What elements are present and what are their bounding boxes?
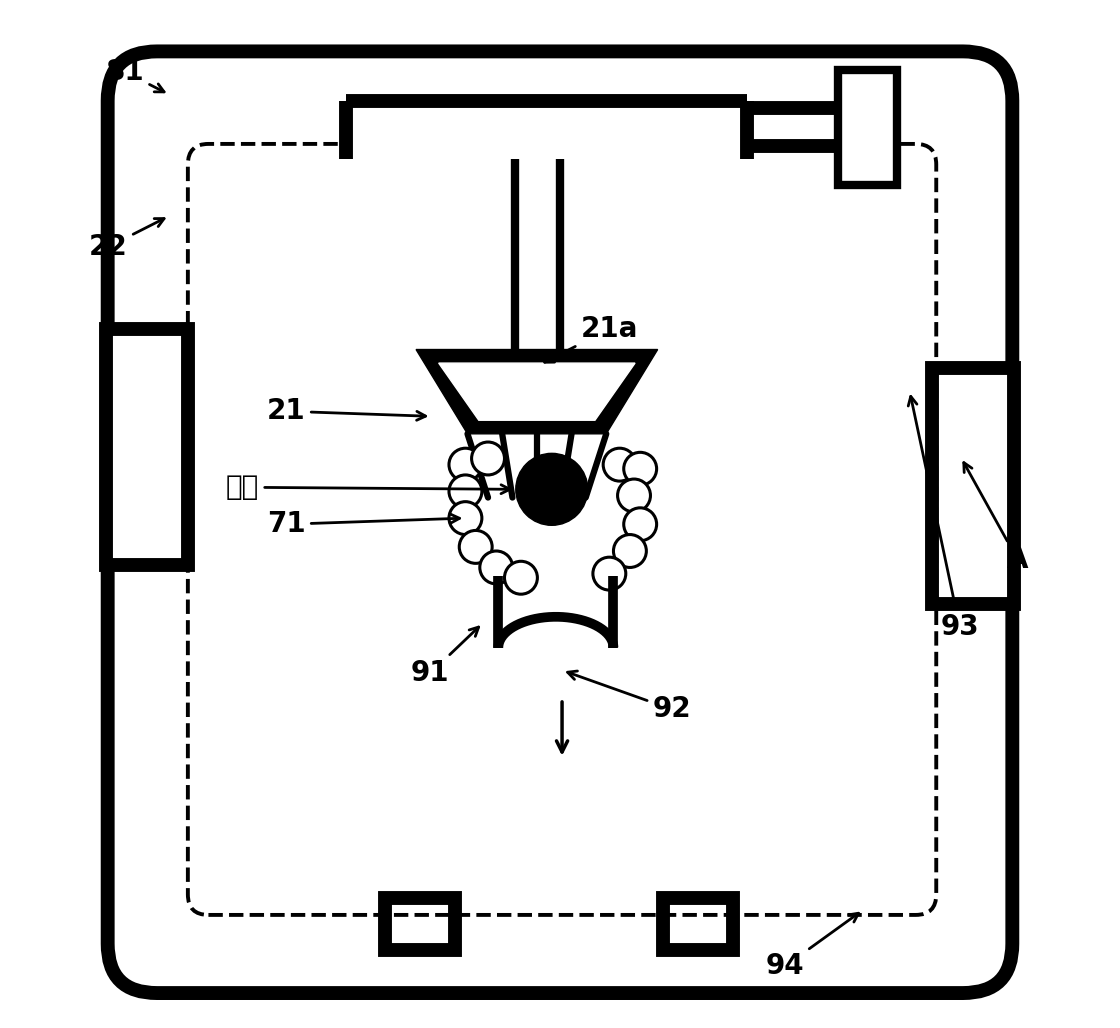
FancyBboxPatch shape: [108, 51, 1012, 993]
Text: 93: 93: [908, 397, 979, 641]
Circle shape: [624, 508, 656, 541]
Circle shape: [617, 479, 651, 512]
Bar: [859, 146, 876, 185]
Circle shape: [479, 551, 513, 584]
Circle shape: [614, 535, 646, 567]
Circle shape: [472, 442, 504, 475]
Text: A: A: [964, 463, 1028, 575]
Text: 71: 71: [267, 510, 459, 539]
Circle shape: [449, 502, 482, 535]
Polygon shape: [417, 350, 657, 434]
Text: 92: 92: [568, 671, 691, 724]
Bar: [838, 70, 897, 185]
Bar: [663, 898, 732, 950]
FancyBboxPatch shape: [932, 368, 1015, 604]
Bar: [747, 110, 868, 144]
Text: 22: 22: [90, 219, 165, 261]
Text: 94: 94: [766, 913, 859, 981]
Text: 21a: 21a: [544, 315, 638, 362]
Circle shape: [516, 453, 588, 525]
Text: 81: 81: [105, 58, 165, 91]
Circle shape: [624, 452, 656, 485]
Circle shape: [592, 557, 626, 590]
Circle shape: [449, 448, 482, 481]
Bar: [353, 107, 741, 152]
Circle shape: [504, 561, 538, 594]
FancyBboxPatch shape: [105, 329, 188, 565]
Circle shape: [449, 475, 482, 508]
Text: 21: 21: [267, 397, 426, 426]
Text: 91: 91: [411, 627, 478, 688]
Bar: [385, 898, 455, 950]
Circle shape: [604, 448, 636, 481]
Polygon shape: [439, 363, 635, 420]
Circle shape: [459, 530, 492, 563]
Text: 样品: 样品: [226, 473, 510, 502]
